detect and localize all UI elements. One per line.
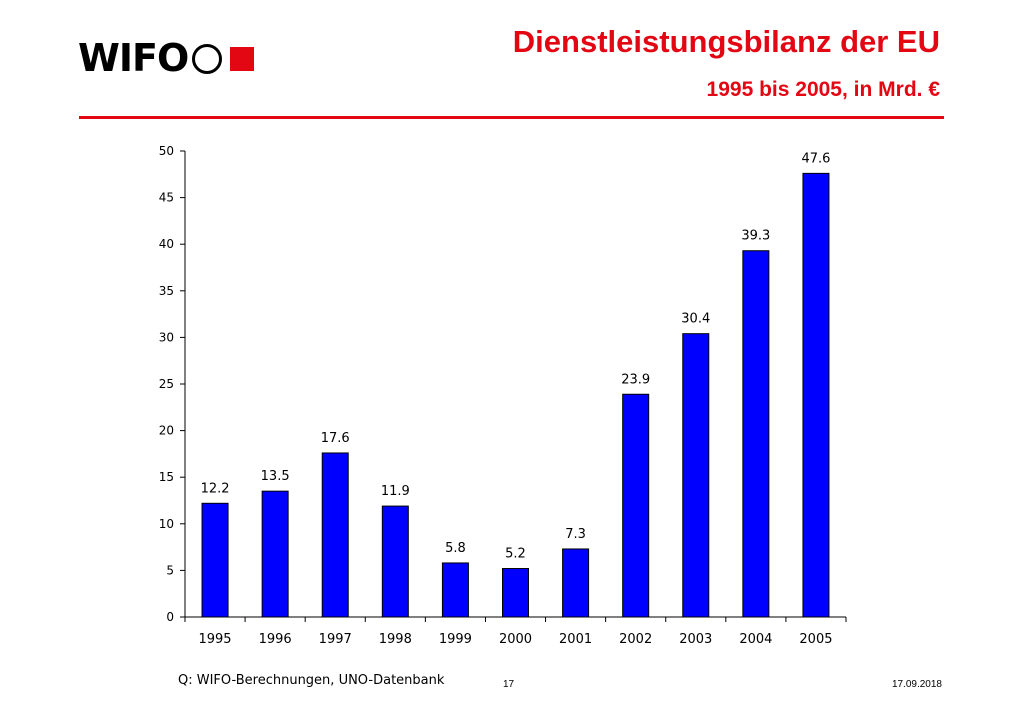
y-tick-label: 35 — [159, 284, 174, 298]
data-label: 39.3 — [741, 229, 770, 244]
bar — [321, 452, 349, 618]
x-tick-label: 1997 — [319, 632, 352, 647]
x-tick-label: 2000 — [499, 632, 532, 647]
y-tick-label: 10 — [159, 517, 174, 531]
data-label: 12.2 — [201, 481, 230, 496]
data-label: 5.8 — [445, 541, 466, 556]
bar — [682, 333, 710, 618]
data-label: 47.6 — [801, 151, 830, 166]
bar — [261, 490, 289, 618]
data-label: 5.2 — [505, 547, 526, 562]
y-tick-label: 0 — [166, 610, 174, 624]
bar — [502, 568, 529, 618]
x-tick-label: 2001 — [559, 632, 592, 647]
y-tick-label: 50 — [159, 144, 174, 158]
bar — [381, 505, 409, 618]
y-tick-label: 45 — [159, 191, 174, 205]
page-number: 17 — [503, 679, 515, 690]
bar — [742, 250, 770, 618]
data-label: 30.4 — [681, 312, 710, 327]
x-tick-label: 2002 — [619, 632, 652, 647]
wifo-logo: WIFO — [78, 36, 255, 80]
data-label: 17.6 — [321, 431, 350, 446]
y-tick-label: 30 — [159, 330, 174, 344]
x-tick-label: 1999 — [439, 632, 472, 647]
x-tick-label: 1995 — [198, 632, 231, 647]
source-note: Q: WIFO-Berechnungen, UNO-Datenbank — [178, 673, 445, 688]
logo-text: WIFO — [78, 36, 189, 80]
data-label: 23.9 — [621, 372, 650, 387]
y-tick-label: 20 — [159, 424, 174, 438]
x-tick-label: 1998 — [379, 632, 412, 647]
date-stamp: 17.09.2018 — [891, 679, 942, 690]
data-label: 7.3 — [565, 527, 586, 542]
y-tick-label: 15 — [159, 470, 174, 484]
x-tick-label: 2005 — [799, 632, 832, 647]
y-tick-label: 5 — [166, 563, 174, 577]
x-tick-label: 2003 — [679, 632, 712, 647]
page-title: Dienstleistungsbilanz der EU — [512, 24, 940, 59]
bar — [441, 562, 469, 618]
y-tick-label: 40 — [159, 237, 174, 251]
header-divider — [79, 116, 944, 119]
bar — [802, 172, 830, 618]
logo-circle-icon — [192, 43, 223, 74]
x-tick-label: 2004 — [739, 632, 772, 647]
bar — [201, 502, 229, 618]
y-tick-label: 25 — [159, 377, 174, 391]
data-label: 13.5 — [261, 469, 290, 484]
bar — [562, 548, 590, 618]
page-subtitle: 1995 bis 2005, in Mrd. € — [706, 78, 940, 101]
logo-square-icon — [230, 46, 255, 71]
x-tick-label: 1996 — [259, 632, 292, 647]
bar — [622, 393, 650, 618]
data-label: 11.9 — [381, 484, 410, 499]
